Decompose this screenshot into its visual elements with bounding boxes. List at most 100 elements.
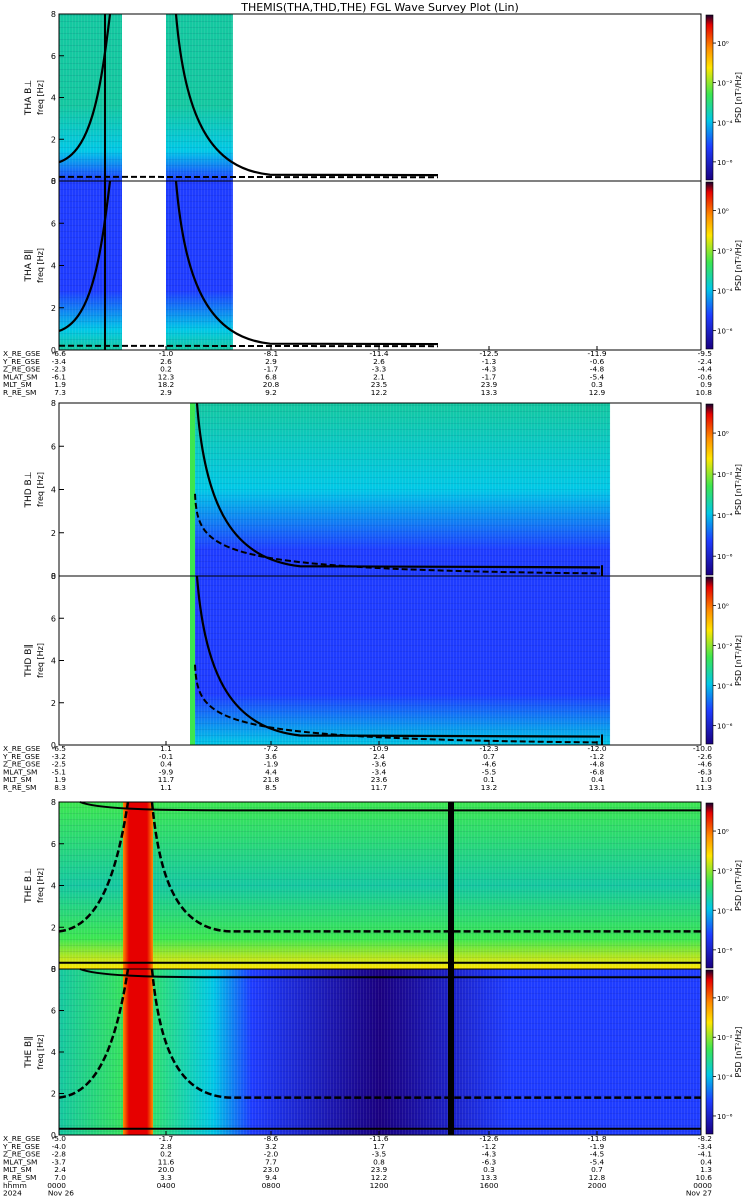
eph-label-THA-1: Y_RE_GSE xyxy=(2,357,40,366)
fc-curve-thd_bll xyxy=(195,575,601,738)
cbar-tick-label-thd_bl-1: 10⁻² xyxy=(717,471,733,479)
intense-band-the_bll xyxy=(123,969,153,1135)
eph-value-THE-2-1: 0.2 xyxy=(160,1150,172,1159)
eph-value-THD-4-0: 1.9 xyxy=(54,775,66,784)
cbar-tick-label-thd_bl-0: 10⁰ xyxy=(717,430,729,438)
eph-value-THD-5-4: 13.2 xyxy=(481,783,497,792)
ytick-label-the_bll-0: 0 xyxy=(51,1131,56,1140)
eph-value-THE-4-6: 1.3 xyxy=(700,1165,712,1174)
cbar-tick-label-the_bl-0: 10⁰ xyxy=(717,828,729,836)
eph-value-THE-2-3: -3.5 xyxy=(372,1150,387,1159)
ytick-label-thd_bll-1: 2 xyxy=(51,699,56,708)
eph-value-THE-1-3: 1.7 xyxy=(373,1142,385,1151)
cbar-tick-label-the_bll-2: 10⁻⁴ xyxy=(717,1074,733,1082)
eph-value-THA-1-1: 2.6 xyxy=(160,357,172,366)
ysub-thd_bll: freq [Hz] xyxy=(36,643,45,678)
eph-value-THD-0-6: -10.0 xyxy=(693,744,712,753)
eph-value-THA-4-5: 0.3 xyxy=(591,380,603,389)
eph-value-THD-0-2: -7.2 xyxy=(264,744,278,753)
eph-label-THA-0: X_RE_GSE xyxy=(3,349,41,358)
colorbar-thd_bll xyxy=(705,576,714,745)
eph-value-THD-0-3: -10.9 xyxy=(369,744,388,753)
ytick-label-thd_bl-3: 6 xyxy=(51,442,56,451)
cbar-label-thd_bll: PSD [nT²/Hz] xyxy=(734,635,743,686)
eph-value-THE-2-6: -4.1 xyxy=(698,1150,713,1159)
cbar-tick-label-thd_bll-2: 10⁻⁴ xyxy=(717,683,733,691)
eph-value-THE-0-2: -8.6 xyxy=(264,1134,279,1143)
eph-value-THD-4-5: 0.4 xyxy=(591,775,603,784)
eph-value-THA-2-3: -3.3 xyxy=(372,365,387,374)
eph-label-THE-3: MLAT_SM xyxy=(3,1157,37,1166)
eph-value-THA-5-2: 9.2 xyxy=(265,388,277,397)
eph-label-THD-0: X_RE_GSE xyxy=(3,744,41,753)
no-data-thd_bl xyxy=(59,403,190,576)
eph-value-THE-0-5: -11.8 xyxy=(587,1134,606,1143)
eph-value-THE-3-4: -6.3 xyxy=(482,1157,497,1166)
eph-value-THA-3-3: 2.1 xyxy=(373,372,385,381)
eph-value-THD-3-4: -5.5 xyxy=(482,767,497,776)
eph-value-THD-3-0: -5.1 xyxy=(52,767,67,776)
eph-label-THE-5: R_RE_SM xyxy=(3,1173,36,1182)
eph-value-THE-2-2: -2.0 xyxy=(264,1150,279,1159)
eph-value-THE-3-6: 0.4 xyxy=(700,1157,712,1166)
ytick-label-thd_bl-0: 0 xyxy=(51,572,56,581)
eph-value-THE-4-0: 2.4 xyxy=(54,1165,66,1174)
time-tick-3: 1200 xyxy=(370,1181,389,1190)
eph-value-THA-4-6: 0.9 xyxy=(700,380,712,389)
eph-value-THE-3-0: -3.7 xyxy=(52,1157,67,1166)
cbar-tick-label-tha_bl-1: 10⁻² xyxy=(717,80,733,88)
ytick-label-thd_bll-4: 8 xyxy=(51,572,56,581)
date-start: Nov 26 xyxy=(48,1189,74,1198)
ytick-label-tha_bll-1: 2 xyxy=(51,304,56,313)
ytick-label-tha_bl-2: 4 xyxy=(51,94,56,103)
eph-value-THA-5-0: 7.3 xyxy=(54,388,66,397)
fc-dashed-thd_bll xyxy=(194,664,601,744)
eph-value-THA-2-5: -4.8 xyxy=(590,365,605,374)
ysub-tha_bll: freq [Hz] xyxy=(36,248,45,283)
plot-title: THEMIS(THA,THD,THE) FGL Wave Survey Plot… xyxy=(240,1,519,14)
ylabel-the_bll: THE B∥ xyxy=(24,1036,34,1069)
eph-value-THA-1-6: -2.4 xyxy=(698,357,713,366)
ytick-label-thd_bll-2: 4 xyxy=(51,657,56,666)
eph-value-THD-4-1: 11.7 xyxy=(158,775,175,784)
fc-dashed-thd_bl xyxy=(194,493,601,575)
ytick-label-the_bl-1: 2 xyxy=(51,923,56,932)
data-gap-tha_bll xyxy=(122,181,166,350)
eph-value-THA-0-4: -12.5 xyxy=(479,349,498,358)
cbar-label-the_bl: PSD [nT²/Hz] xyxy=(734,860,743,911)
cbar-tick-label-thd_bll-3: 10⁻⁶ xyxy=(717,723,733,731)
date-year: 2024 xyxy=(3,1189,22,1198)
eph-value-THD-5-5: 13.1 xyxy=(589,783,606,792)
ytick-label-tha_bll-4: 8 xyxy=(51,177,56,186)
eph-value-THA-1-2: 2.9 xyxy=(265,357,277,366)
eph-value-THA-5-3: 12.2 xyxy=(371,388,387,397)
eph-value-THE-0-0: -5.0 xyxy=(52,1134,67,1143)
eph-value-THA-0-6: -9.5 xyxy=(698,349,713,358)
fc-curve-left-tha_bll xyxy=(58,180,112,333)
eph-value-THA-1-5: -0.6 xyxy=(590,357,605,366)
ylabel-thd_bll: THD B∥ xyxy=(24,644,34,678)
time-tick-6: 0000 xyxy=(693,1181,712,1190)
ysub-the_bl: freq [Hz] xyxy=(36,868,45,903)
eph-value-THD-1-1: -0.1 xyxy=(159,752,174,761)
cbar-tick-label-the_bl-1: 10⁻² xyxy=(717,868,733,876)
time-tick-5: 2000 xyxy=(588,1181,607,1190)
fc-curve-left-tha_bl xyxy=(58,13,112,164)
cbar-label-thd_bl: PSD [nT²/Hz] xyxy=(734,464,743,515)
eph-value-THE-3-1: 11.6 xyxy=(158,1157,175,1166)
eph-value-THD-0-1: 1.1 xyxy=(160,744,172,753)
eph-label-THD-2: Z_RE_GSE xyxy=(3,760,41,769)
eph-value-THD-2-2: -1.9 xyxy=(264,760,279,769)
eph-value-THA-4-3: 23.5 xyxy=(371,380,388,389)
eph-value-THD-2-6: -4.6 xyxy=(698,760,713,769)
eph-value-THA-3-1: 12.3 xyxy=(158,372,175,381)
eph-value-THD-1-5: -1.2 xyxy=(590,752,604,761)
ytick-label-tha_bll-2: 4 xyxy=(51,262,56,271)
cbar-tick-label-tha_bl-2: 10⁻⁴ xyxy=(717,119,733,127)
cbar-tick-label-tha_bll-2: 10⁻⁴ xyxy=(717,288,733,296)
ytick-label-the_bll-1: 2 xyxy=(51,1090,56,1099)
intense-band-the_bl xyxy=(123,802,153,969)
eph-label-THD-4: MLT_SM xyxy=(3,775,32,784)
eph-value-THA-2-2: -1.7 xyxy=(264,365,279,374)
colorbar-tha_bll xyxy=(705,181,714,350)
